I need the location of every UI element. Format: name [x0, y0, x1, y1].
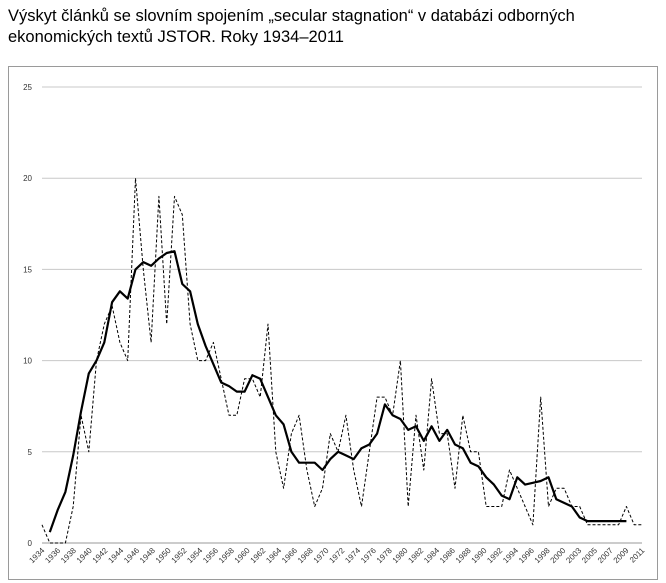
- series-lines: [41, 177, 642, 544]
- x-tick-label: 1954: [185, 546, 204, 565]
- x-tick-label: 1962: [249, 546, 268, 565]
- x-tick-label: 1960: [233, 546, 252, 565]
- chart-title-line-1: Výskyt článků se slovním spojením „secul…: [8, 7, 575, 25]
- x-tick-label: 1944: [106, 546, 125, 565]
- gridlines: [42, 86, 642, 544]
- x-tick-label: 1958: [217, 546, 236, 565]
- chart-title-line-2: ekonomických textů JSTOR. Roky 1934–2011: [8, 28, 344, 46]
- x-tick-label: 1964: [264, 546, 283, 565]
- x-tick-label: 1982: [406, 546, 425, 565]
- y-tick-label: 15: [23, 265, 32, 274]
- x-tick-label: 1980: [391, 546, 410, 565]
- y-tick-label: 25: [23, 83, 32, 92]
- x-tick-label: 1990: [470, 546, 489, 565]
- x-tick-label: 2009: [612, 546, 631, 565]
- series-line-solid: [48, 250, 627, 533]
- x-tick-label: 1950: [154, 546, 173, 565]
- x-tick-label: 2000: [549, 546, 568, 565]
- x-tick-label: 1946: [122, 546, 141, 565]
- chart-frame: [8, 66, 658, 580]
- x-tick-label: 1976: [359, 546, 378, 565]
- x-tick-label: 1940: [75, 546, 94, 565]
- x-tick-label: 1948: [138, 546, 157, 565]
- x-tick-label: 1934: [27, 546, 46, 565]
- x-tick-label: 2011: [628, 546, 647, 565]
- x-tick-label: 1978: [375, 546, 394, 565]
- x-tick-label: 1956: [201, 546, 220, 565]
- y-axis-tick-labels: 0 5 10 15 20 25: [23, 83, 32, 548]
- x-tick-label: 1942: [91, 546, 110, 565]
- series-line-dashed: [41, 177, 642, 544]
- x-tick-label: 1952: [170, 546, 189, 565]
- x-tick-label: 1988: [454, 546, 473, 565]
- x-tick-label: 1974: [343, 546, 362, 565]
- x-tick-label: 1966: [280, 546, 299, 565]
- x-tick-label: 2007: [596, 546, 615, 565]
- x-tick-label: 1998: [533, 546, 552, 565]
- x-tick-label: 1996: [517, 546, 536, 565]
- x-tick-label: 2003: [564, 546, 583, 565]
- x-tick-label: 1972: [327, 546, 346, 565]
- y-tick-label: 20: [23, 174, 32, 183]
- y-tick-label: 10: [23, 357, 32, 366]
- x-tick-label: 2005: [580, 546, 599, 565]
- y-tick-label: 0: [28, 539, 33, 548]
- chart-title: Výskyt článků se slovním spojením „secul…: [8, 6, 658, 48]
- x-axis-tick-labels: 1934193619381940194219441946194819501952…: [27, 546, 646, 565]
- y-tick-label: 5: [28, 448, 33, 457]
- x-tick-label: 1968: [296, 546, 315, 565]
- x-tick-label: 1994: [501, 546, 520, 565]
- x-tick-label: 1986: [438, 546, 457, 565]
- x-tick-label: 1970: [312, 546, 331, 565]
- x-tick-label: 1936: [43, 546, 62, 565]
- x-tick-label: 1992: [485, 546, 504, 565]
- x-tick-label: 1984: [422, 546, 441, 565]
- x-tick-label: 1938: [59, 546, 78, 565]
